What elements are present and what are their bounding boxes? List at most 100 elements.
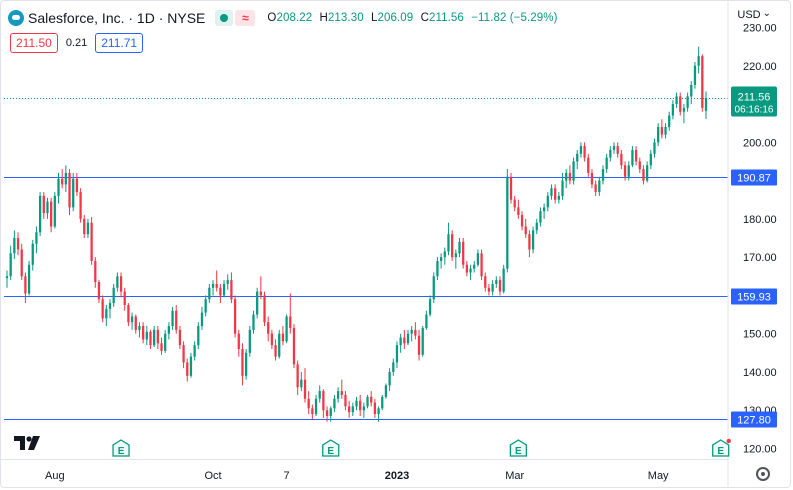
earnings-icon[interactable]: E: [509, 439, 528, 457]
candle-body: [675, 96, 678, 105]
candle-body: [362, 406, 365, 411]
candle-body: [83, 218, 86, 235]
candle-body: [601, 169, 605, 181]
horizontal-lines-layer: [4, 98, 728, 420]
last-price-tag: [731, 86, 777, 117]
candle-body: [108, 303, 112, 309]
price-tick-label: 170.00: [743, 252, 777, 264]
candle-body: [200, 312, 204, 327]
candle-body: [436, 260, 439, 277]
candle-body: [631, 149, 634, 166]
time-tick-label: Mar: [505, 470, 524, 482]
earnings-icon-label: E: [515, 446, 522, 457]
earnings-icon-label: E: [118, 446, 125, 457]
candle-body: [557, 195, 560, 200]
candle-body: [495, 280, 498, 284]
salesforce-logo-icon: [8, 10, 24, 26]
time-tick-label: Oct: [204, 470, 221, 482]
candle-body: [336, 391, 340, 399]
candle-body: [410, 329, 413, 334]
candle-body: [392, 362, 395, 372]
candle-body: [697, 56, 700, 66]
candle-body: [256, 291, 259, 315]
candle-body: [160, 343, 163, 351]
candle-body: [682, 107, 686, 112]
candle-body: [634, 149, 638, 162]
candle-body: [79, 192, 82, 219]
earnings-icon[interactable]: E: [322, 439, 340, 457]
candle-body: [57, 178, 60, 196]
candle-body: [594, 184, 597, 193]
time-axis-layer[interactable]: Aug Oct 7 2023 Mar May: [0, 459, 728, 483]
candle-body: [219, 287, 222, 296]
candle-body: [432, 276, 435, 300]
candle-body: [97, 282, 101, 300]
ask-price-button[interactable]: 211.71: [95, 33, 144, 53]
horizontal-line-price-tag: [731, 288, 777, 305]
candle-body: [5, 276, 9, 279]
candle-body: [693, 65, 697, 85]
candle-body: [167, 326, 171, 334]
horizontal-line-price-label: 127.80: [737, 415, 771, 427]
low-label: L: [371, 12, 378, 24]
candle-body: [281, 333, 285, 342]
chart-legend: Salesforce, Inc. · 1D · NYSE ≈ O208.22 H…: [8, 8, 562, 28]
candle-body: [252, 314, 255, 330]
candle-body: [565, 172, 568, 181]
candle-body: [657, 127, 660, 143]
settings-gear-icon[interactable]: [756, 467, 770, 481]
bid-ask-panel: 211.50 0.21 211.71: [10, 33, 144, 53]
candle-body: [421, 327, 424, 355]
candle-body: [333, 398, 336, 409]
candle-body: [134, 316, 137, 330]
candle-body: [498, 280, 502, 292]
candle-body: [292, 327, 296, 365]
candle-body: [211, 283, 215, 288]
candle-body: [348, 406, 351, 413]
candle-body: [554, 188, 557, 200]
candle-body: [35, 232, 38, 244]
indicator-wave-icon[interactable]: ≈: [235, 10, 256, 26]
time-tick-label: 2023: [385, 470, 409, 482]
candle-body: [311, 408, 314, 415]
candle-body: [664, 127, 667, 135]
candle-body: [171, 310, 174, 327]
candle-body: [623, 165, 627, 177]
candle-body: [388, 371, 391, 386]
candle-body: [428, 299, 432, 315]
candle-body: [215, 283, 218, 288]
candle-body: [414, 329, 417, 336]
earnings-icon[interactable]: E: [112, 439, 130, 457]
price-tick-label: 140.00: [743, 367, 777, 379]
bid-price-button[interactable]: 211.50: [10, 33, 58, 53]
price-axis-layer[interactable]: 120.00130.00140.00150.00160.00170.00180.…: [727, 0, 777, 488]
currency-selector[interactable]: USD: [737, 9, 771, 21]
candle-body: [462, 241, 465, 265]
candle-body: [351, 406, 354, 413]
tradingview-logo-icon[interactable]: [14, 436, 42, 450]
price-tick-label: 150.00: [743, 329, 777, 341]
candle-body: [524, 226, 527, 235]
price-tick-label: 220.00: [743, 61, 777, 73]
symbol-title[interactable]: Salesforce, Inc. · 1D · NYSE: [28, 10, 206, 26]
candle-body: [72, 178, 75, 208]
candle-body: [340, 391, 343, 395]
candle-body: [248, 329, 251, 353]
horizontal-line-price-label: 159.93: [737, 292, 771, 304]
horizontal-line-price-tag: [731, 411, 777, 428]
candle-body: [237, 333, 240, 349]
earnings-icon[interactable]: E: [712, 438, 731, 457]
open-value: 208.22: [276, 12, 313, 24]
candle-body: [546, 195, 549, 208]
high-label: H: [319, 12, 328, 24]
candle-body: [31, 243, 34, 265]
candle-body: [579, 146, 583, 154]
candle-body: [469, 268, 472, 273]
candle-body: [384, 385, 388, 397]
candle-body: [447, 234, 450, 252]
candle-body: [289, 316, 292, 328]
candle-body: [145, 331, 148, 340]
candle-body: [204, 299, 207, 313]
eye-icon[interactable]: [215, 10, 234, 26]
